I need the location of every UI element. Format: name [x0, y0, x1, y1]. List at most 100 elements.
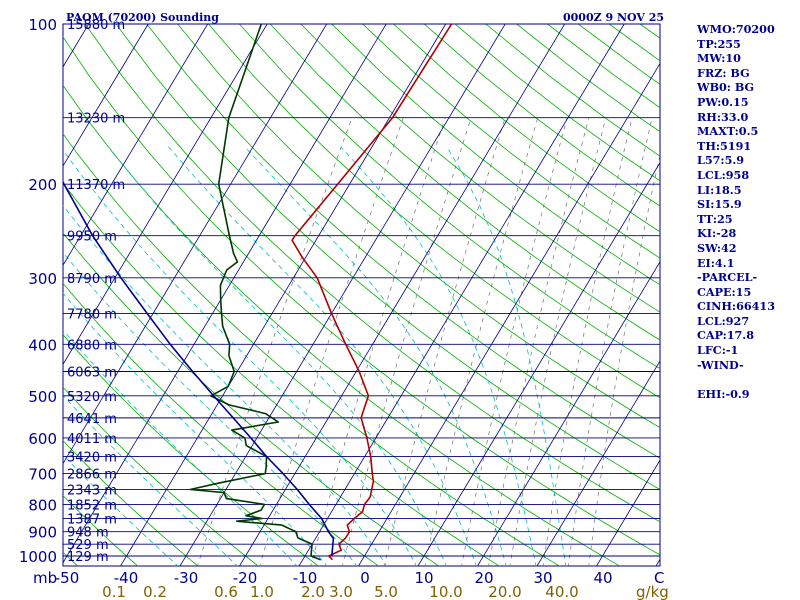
pressure-tick-label: 900 [28, 524, 57, 542]
height-label: 1387 m [67, 512, 117, 527]
dry-adiabat-line [208, 24, 660, 399]
dry-adiabat-line [84, 24, 660, 523]
height-label: 529 m [67, 538, 109, 553]
pressure-tick-label: 100 [28, 16, 57, 34]
index-line: KI:-28 [697, 226, 737, 241]
index-line: CINH:66413 [697, 299, 775, 314]
dry-adiabat-line [63, 133, 561, 566]
height-label: 4011 m [67, 432, 117, 447]
temperature-tick-label: 30 [533, 569, 552, 587]
moist-adiabat-line [63, 292, 328, 566]
index-line: FRZ: BG [697, 65, 750, 80]
pressure-tick-label: 500 [28, 388, 57, 406]
temperature-line [291, 24, 453, 561]
height-label: 8790 m [67, 272, 117, 287]
moist-adiabat-line [167, 146, 477, 566]
temperature-tick-label: -40 [114, 569, 139, 587]
isotherm-line [63, 24, 209, 266]
height-label: 15880 m [67, 18, 125, 33]
index-line: CAP:17.8 [697, 328, 754, 343]
height-label: 7780 m [67, 307, 117, 322]
dry-adiabat-line [177, 24, 660, 429]
mixing-ratio-tick-label: 3.0 [329, 583, 353, 600]
dry-adiabat-line [362, 24, 660, 259]
isotherm-line [63, 24, 328, 465]
index-line: TT:25 [697, 211, 733, 226]
pressure-tick-label: 200 [28, 176, 57, 194]
index-line: MW:10 [697, 51, 741, 66]
height-label: 948 m [67, 526, 109, 541]
index-line: MAXT:0.5 [697, 124, 759, 139]
index-line: L57:5.9 [697, 153, 745, 168]
temperature-unit-label: C [654, 569, 664, 587]
isotherm-line [63, 24, 268, 366]
mixing-ratio-tick-label: 2.0 [301, 583, 325, 600]
mixing-ratio-tick-label: 0.6 [214, 583, 238, 600]
dry-adiabat-line [63, 182, 500, 566]
dry-adiabat-line [115, 24, 660, 491]
index-line: LCL:927 [697, 313, 750, 328]
mixing-ratio-tick-label: 0.2 [143, 583, 167, 600]
isotherm-line [596, 459, 660, 566]
index-line: EHI:-0.9 [697, 386, 750, 401]
temperature-tick-label: -30 [174, 569, 199, 587]
dry-adiabat-line [63, 440, 199, 566]
moist-adiabat-line [63, 329, 298, 566]
dry-adiabat-line [300, 24, 660, 313]
isotherm-line [417, 161, 660, 566]
temperature-tick-label: 10 [414, 569, 433, 587]
mixing-ratio-tick-label: 1.0 [250, 583, 274, 600]
isotherm-line [536, 360, 660, 566]
height-label: 11370 m [67, 178, 125, 193]
pressure-unit-label: mb [33, 569, 57, 587]
isotherm-line [239, 24, 566, 566]
height-label: 5320 m [67, 390, 117, 405]
index-line: TP:255 [697, 36, 741, 51]
moist-adiabat-line [446, 146, 567, 566]
height-label: 13230 m [67, 112, 125, 127]
index-line: WMO:70200 [697, 22, 775, 36]
moist-adiabat-line [63, 454, 179, 566]
mixing-ratio-tick-label: 10.0 [429, 583, 462, 600]
index-line: LI:18.5 [697, 182, 742, 197]
dry-adiabat-line [146, 24, 660, 459]
mixing-ratio-unit-label: g/kg [636, 583, 669, 600]
pressure-tick-label: 300 [28, 270, 57, 288]
height-label: 6880 m [67, 338, 117, 353]
isotherm-line [477, 261, 660, 566]
dry-adiabat-line [269, 24, 660, 341]
index-line: RH:33.0 [697, 109, 749, 124]
index-line: -PARCEL- [697, 270, 758, 285]
pressure-tick-label: 700 [28, 466, 57, 484]
index-line: LCL:958 [697, 167, 750, 182]
height-label: 4641 m [67, 412, 117, 427]
dry-adiabat-line [63, 334, 320, 566]
index-line: TH:5191 [697, 138, 752, 153]
height-label: 2343 m [67, 484, 117, 499]
height-label: 6063 m [67, 366, 117, 381]
dry-adiabat-line [63, 495, 139, 566]
index-line: SI:15.9 [697, 197, 742, 212]
pressure-tick-label: 600 [28, 430, 57, 448]
plot-frame [62, 23, 661, 567]
isotherm-line [358, 62, 660, 566]
indices-panel: WMO:70200 TP:255 MW:10 FRZ: BG WB0: BG PW:0.1… [697, 22, 800, 401]
temperature-tick-label: 20 [474, 569, 493, 587]
pressure-tick-label: 1000 [19, 548, 57, 566]
dry-adiabat-line [0, 24, 19, 567]
height-label: 3420 m [67, 450, 117, 465]
mixing-ratio-tick-label: 20.0 [488, 583, 521, 600]
temperature-tick-label: 40 [593, 569, 612, 587]
isotherm-line [298, 24, 625, 566]
parcel-line [63, 180, 335, 557]
moist-adiabat-line [63, 204, 388, 566]
mixing-ratio-tick-label: 0.1 [102, 583, 126, 600]
valid-time: 0000Z 9 NOV 25 [563, 11, 664, 24]
temperature-tick-label: -20 [233, 569, 258, 587]
chart-title: PAOM (70200) Sounding [66, 11, 219, 24]
index-line: SW:42 [697, 240, 737, 255]
isotherm-line [63, 24, 149, 167]
moist-adiabat-line [63, 149, 417, 566]
isotherm-line [179, 24, 506, 566]
mixing-ratio-tick-label: 40.0 [545, 583, 578, 600]
